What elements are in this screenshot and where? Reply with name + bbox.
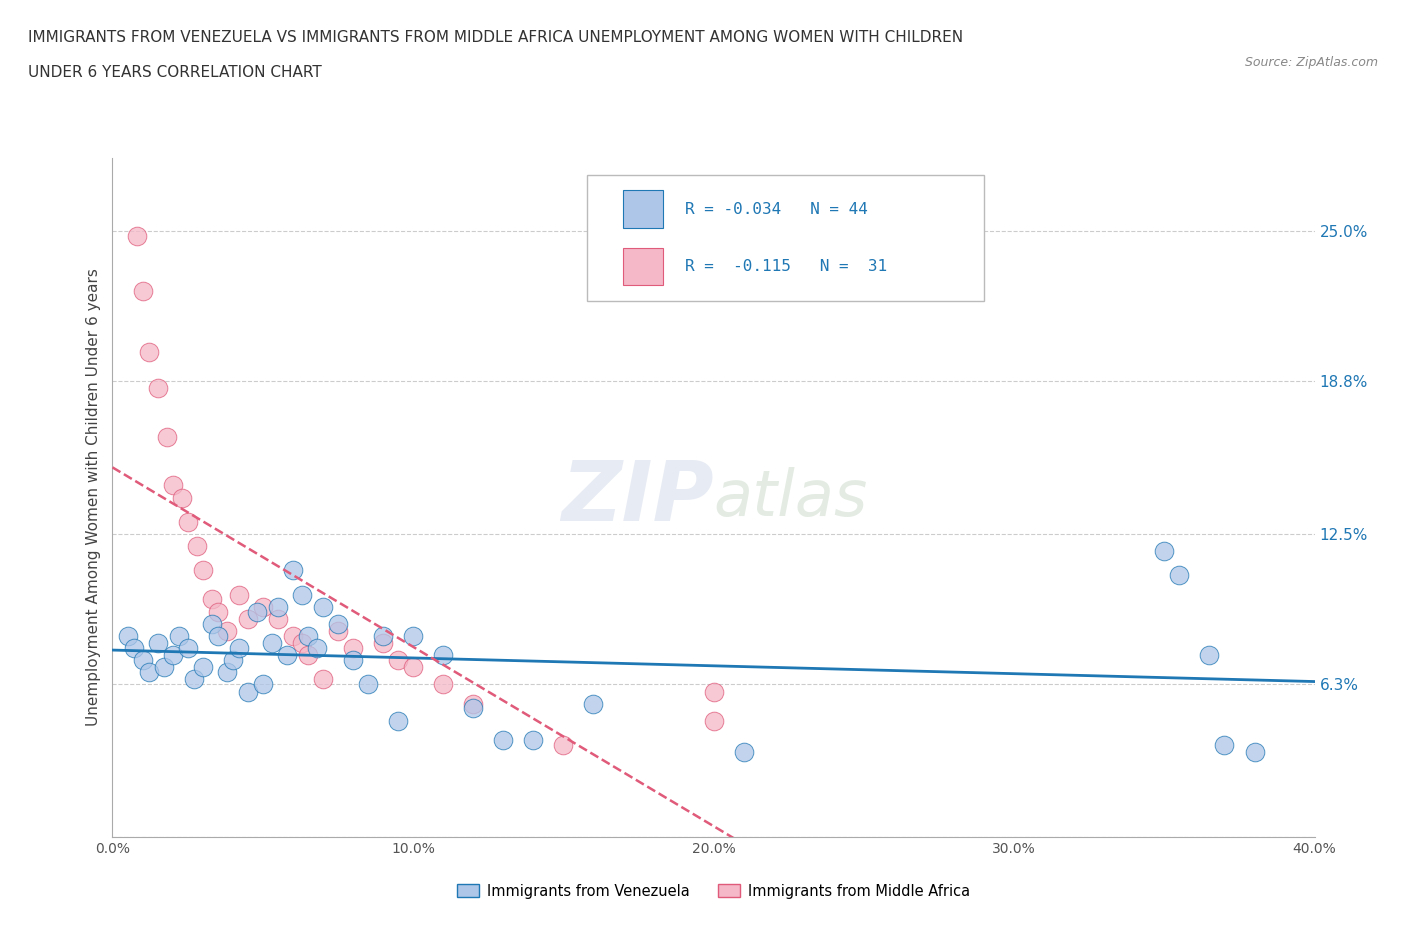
Point	[432, 647, 454, 662]
Point	[702, 713, 725, 728]
Point	[138, 665, 160, 680]
Point	[246, 604, 269, 619]
Point	[326, 617, 349, 631]
Point	[733, 745, 755, 760]
Text: Source: ZipAtlas.com: Source: ZipAtlas.com	[1244, 56, 1378, 69]
Point	[1153, 543, 1175, 558]
Text: R = -0.034   N = 44: R = -0.034 N = 44	[685, 202, 868, 217]
Point	[236, 684, 259, 699]
Point	[215, 623, 238, 638]
Point	[122, 641, 145, 656]
Point	[146, 381, 169, 396]
Point	[131, 653, 153, 668]
Point	[176, 641, 198, 656]
Point	[125, 228, 148, 243]
Point	[267, 611, 290, 626]
Point	[342, 641, 364, 656]
Point	[162, 478, 184, 493]
Point	[222, 653, 245, 668]
Point	[191, 563, 214, 578]
Point	[432, 677, 454, 692]
Point	[1168, 567, 1191, 582]
Point	[297, 647, 319, 662]
Point	[281, 629, 304, 644]
Point	[492, 733, 515, 748]
Point	[191, 660, 214, 675]
Text: UNDER 6 YEARS CORRELATION CHART: UNDER 6 YEARS CORRELATION CHART	[28, 65, 322, 80]
Point	[252, 599, 274, 614]
Point	[260, 635, 283, 650]
Point	[357, 677, 380, 692]
Point	[291, 587, 314, 602]
Point	[276, 647, 298, 662]
Point	[312, 599, 335, 614]
Text: R =  -0.115   N =  31: R = -0.115 N = 31	[685, 259, 887, 274]
Point	[131, 284, 153, 299]
FancyBboxPatch shape	[588, 175, 984, 300]
Point	[522, 733, 544, 748]
Point	[207, 629, 229, 644]
Text: IMMIGRANTS FROM VENEZUELA VS IMMIGRANTS FROM MIDDLE AFRICA UNEMPLOYMENT AMONG WO: IMMIGRANTS FROM VENEZUELA VS IMMIGRANTS …	[28, 30, 963, 45]
Legend: Immigrants from Venezuela, Immigrants from Middle Africa: Immigrants from Venezuela, Immigrants fr…	[451, 878, 976, 904]
Point	[326, 623, 349, 638]
FancyBboxPatch shape	[623, 191, 664, 228]
Point	[582, 697, 605, 711]
Point	[201, 592, 224, 607]
Point	[281, 563, 304, 578]
Point	[267, 599, 290, 614]
Point	[291, 635, 314, 650]
Point	[228, 587, 250, 602]
Point	[312, 672, 335, 687]
Point	[138, 345, 160, 360]
Point	[553, 737, 575, 752]
Point	[402, 660, 425, 675]
Point	[186, 538, 208, 553]
Point	[228, 641, 250, 656]
Point	[461, 697, 484, 711]
Text: atlas: atlas	[713, 467, 868, 528]
Point	[236, 611, 259, 626]
Point	[201, 617, 224, 631]
Point	[297, 629, 319, 644]
Point	[461, 701, 484, 716]
Point	[387, 653, 409, 668]
Point	[207, 604, 229, 619]
Y-axis label: Unemployment Among Women with Children Under 6 years: Unemployment Among Women with Children U…	[86, 269, 101, 726]
Point	[371, 635, 394, 650]
Point	[170, 490, 193, 505]
Point	[305, 641, 328, 656]
Point	[215, 665, 238, 680]
Point	[155, 430, 177, 445]
Point	[371, 629, 394, 644]
Point	[183, 672, 205, 687]
Point	[167, 629, 190, 644]
Point	[117, 629, 139, 644]
Point	[162, 647, 184, 662]
Point	[702, 684, 725, 699]
Point	[176, 514, 198, 529]
FancyBboxPatch shape	[623, 248, 664, 286]
Point	[387, 713, 409, 728]
Point	[252, 677, 274, 692]
Text: ZIP: ZIP	[561, 457, 713, 538]
Point	[402, 629, 425, 644]
Point	[152, 660, 174, 675]
Point	[1243, 745, 1265, 760]
Point	[146, 635, 169, 650]
Point	[1213, 737, 1236, 752]
Point	[1198, 647, 1220, 662]
Point	[342, 653, 364, 668]
